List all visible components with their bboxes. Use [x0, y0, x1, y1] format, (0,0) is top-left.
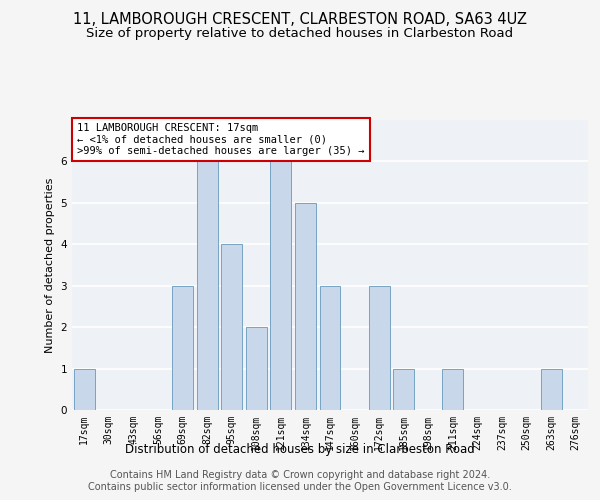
Text: 11, LAMBOROUGH CRESCENT, CLARBESTON ROAD, SA63 4UZ: 11, LAMBOROUGH CRESCENT, CLARBESTON ROAD… — [73, 12, 527, 28]
Y-axis label: Number of detached properties: Number of detached properties — [45, 178, 55, 352]
Bar — [541, 368, 562, 410]
Text: Distribution of detached houses by size in Clarbeston Road: Distribution of detached houses by size … — [125, 442, 475, 456]
Bar — [197, 162, 218, 410]
Bar — [172, 286, 193, 410]
Text: 11 LAMBOROUGH CRESCENT: 17sqm
← <1% of detached houses are smaller (0)
>99% of s: 11 LAMBOROUGH CRESCENT: 17sqm ← <1% of d… — [77, 123, 365, 156]
Text: Contains HM Land Registry data © Crown copyright and database right 2024.: Contains HM Land Registry data © Crown c… — [110, 470, 490, 480]
Bar — [246, 327, 267, 410]
Bar — [221, 244, 242, 410]
Bar — [368, 286, 389, 410]
Bar — [295, 203, 316, 410]
Bar — [271, 162, 292, 410]
Bar — [320, 286, 340, 410]
Bar — [393, 368, 414, 410]
Text: Contains public sector information licensed under the Open Government Licence v3: Contains public sector information licen… — [88, 482, 512, 492]
Bar — [74, 368, 95, 410]
Text: Size of property relative to detached houses in Clarbeston Road: Size of property relative to detached ho… — [86, 28, 514, 40]
Bar — [442, 368, 463, 410]
